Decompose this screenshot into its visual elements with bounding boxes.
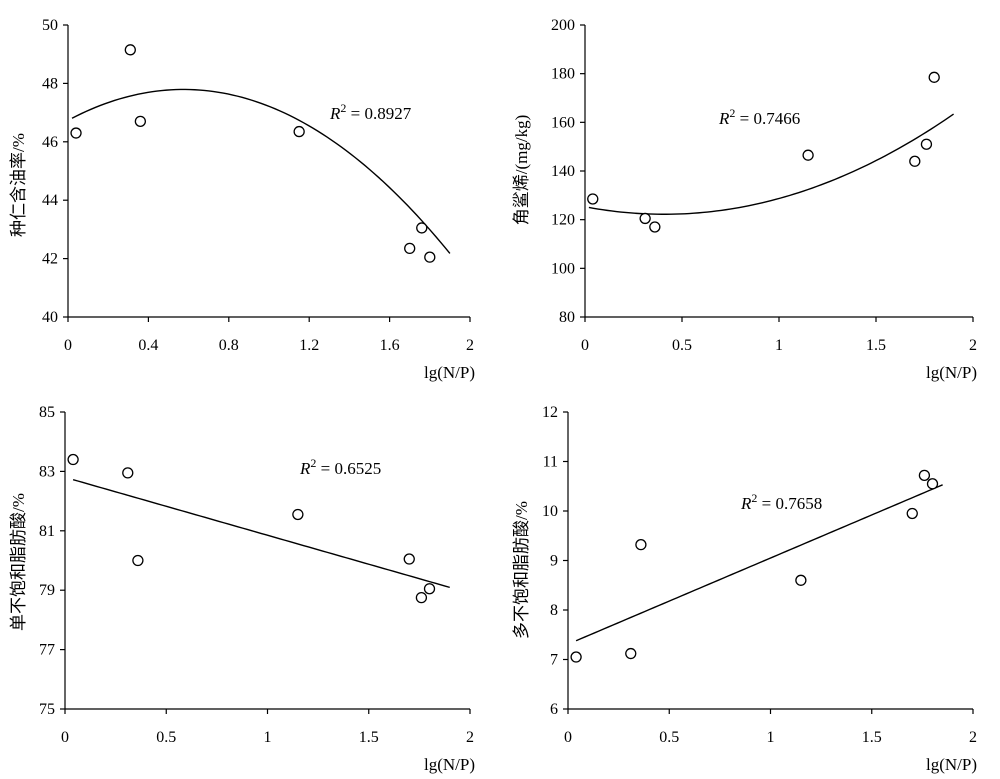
chart-mufa-xlabel: lg(N/P) xyxy=(424,755,475,774)
x-tick-label: 0.5 xyxy=(156,729,176,746)
chart-squalene-ylabel: 角鲨烯/(mg/kg) xyxy=(512,115,531,226)
y-tick-label: 10 xyxy=(542,503,558,520)
data-point xyxy=(928,71,940,83)
x-tick-label: 1.5 xyxy=(359,729,379,746)
chart-oil-content-r2-label: R2 = 0.8927 xyxy=(329,101,412,123)
data-point xyxy=(920,138,933,150)
y-tick-label: 40 xyxy=(42,309,58,326)
chart-oil-content-trendline xyxy=(71,88,451,254)
y-tick-label: 7 xyxy=(550,652,558,669)
data-point xyxy=(909,155,921,167)
x-tick-label: 0 xyxy=(61,729,69,746)
x-tick-label: 0 xyxy=(64,337,72,354)
chart-mufa-r2-label: R2 = 0.6525 xyxy=(299,456,381,478)
y-tick-label: 180 xyxy=(551,66,575,83)
y-tick-label: 75 xyxy=(39,701,55,718)
data-point xyxy=(918,469,931,482)
chart-mufa-trendline xyxy=(72,478,450,589)
data-point xyxy=(587,193,599,205)
chart-pufa-ylabel: 多不饱和脂肪酸/% xyxy=(512,501,531,639)
x-tick-label: 0.5 xyxy=(659,729,679,746)
data-point xyxy=(795,574,807,586)
y-tick-label: 44 xyxy=(42,192,58,209)
data-point xyxy=(416,222,428,234)
y-tick-label: 48 xyxy=(42,75,58,92)
y-tick-label: 42 xyxy=(42,251,58,268)
chart-squalene: R2 = 0.7466 lg(N/P) 角鲨烯/(mg/kg) 80100120… xyxy=(512,17,977,382)
data-point xyxy=(802,149,814,161)
data-point xyxy=(423,583,436,595)
x-tick-label: 0 xyxy=(564,729,572,746)
x-tick-label: 1.5 xyxy=(866,337,886,354)
x-tick-label: 1.5 xyxy=(862,729,882,746)
y-tick-label: 11 xyxy=(543,454,558,471)
data-point xyxy=(134,115,147,128)
y-tick-label: 200 xyxy=(551,17,575,34)
x-tick-label: 1 xyxy=(775,337,783,354)
y-tick-label: 120 xyxy=(551,212,575,229)
x-tick-label: 1.6 xyxy=(380,337,400,354)
data-point xyxy=(625,647,637,660)
data-point xyxy=(635,539,647,551)
chart-pufa: R2 = 0.7658 lg(N/P) 多不饱和脂肪酸/% 6789101112… xyxy=(512,404,977,774)
data-point xyxy=(404,242,416,255)
x-tick-label: 0.8 xyxy=(219,337,239,354)
x-tick-label: 0.4 xyxy=(138,337,158,354)
chart-mufa: R2 = 0.6525 lg(N/P) 单不饱和脂肪酸/% 75 77 79 81 83… xyxy=(9,404,475,774)
chart-squalene-trendline xyxy=(588,113,954,215)
data-point xyxy=(570,651,582,663)
x-tick-label: 2 xyxy=(466,337,474,354)
x-tick-label: 1 xyxy=(767,729,775,746)
data-point xyxy=(906,507,918,520)
y-tick-label: 100 xyxy=(551,260,575,277)
x-tick-label: 2 xyxy=(466,729,474,746)
chart-oil-content: R2 = 0.8927 lg(N/P) 种仁含油率/% 40 42 44 46 48 50… xyxy=(9,17,475,382)
data-point xyxy=(292,508,304,521)
chart-pufa-r2-label: R2 = 0.7658 xyxy=(740,491,822,513)
data-point xyxy=(424,251,436,263)
y-tick-label: 83 xyxy=(39,463,55,480)
chart-pufa-xlabel: lg(N/P) xyxy=(926,755,977,774)
x-tick-label: 0.5 xyxy=(672,337,692,354)
x-tick-label: 1.2 xyxy=(299,337,319,354)
data-point xyxy=(403,553,415,565)
data-point xyxy=(124,44,136,56)
x-tick-label: 2 xyxy=(969,729,977,746)
y-tick-label: 8 xyxy=(550,602,558,619)
data-point xyxy=(70,127,82,139)
data-point xyxy=(639,212,651,225)
y-tick-label: 160 xyxy=(551,114,575,131)
data-point xyxy=(67,453,79,466)
chart-squalene-r2-label: R2 = 0.7466 xyxy=(718,106,800,128)
y-tick-label: 140 xyxy=(551,163,575,180)
y-tick-label: 9 xyxy=(550,553,558,570)
x-tick-label: 1 xyxy=(264,729,272,746)
y-tick-label: 46 xyxy=(42,134,58,151)
y-tick-label: 12 xyxy=(542,404,558,421)
chart-mufa-ylabel: 单不饱和脂肪酸/% xyxy=(9,493,28,631)
y-tick-label: 81 xyxy=(39,523,55,540)
y-tick-label: 79 xyxy=(39,582,55,599)
data-point xyxy=(293,125,305,138)
y-tick-label: 50 xyxy=(42,17,58,34)
chart-oil-content-ylabel: 种仁含油率/% xyxy=(9,133,28,237)
data-point xyxy=(415,591,428,604)
chart-oil-content-xlabel: lg(N/P) xyxy=(424,363,475,382)
data-point xyxy=(649,221,661,233)
y-tick-label: 77 xyxy=(39,642,55,659)
data-point xyxy=(122,467,134,479)
chart-squalene-xlabel: lg(N/P) xyxy=(926,363,977,382)
y-tick-label: 85 xyxy=(39,404,55,421)
x-tick-label: 2 xyxy=(969,337,977,354)
y-tick-label: 6 xyxy=(550,701,558,718)
data-point xyxy=(132,554,144,567)
data-point xyxy=(926,478,939,490)
chart-pufa-trendline xyxy=(575,484,943,642)
y-tick-label: 80 xyxy=(559,309,575,326)
x-tick-label: 0 xyxy=(581,337,589,354)
